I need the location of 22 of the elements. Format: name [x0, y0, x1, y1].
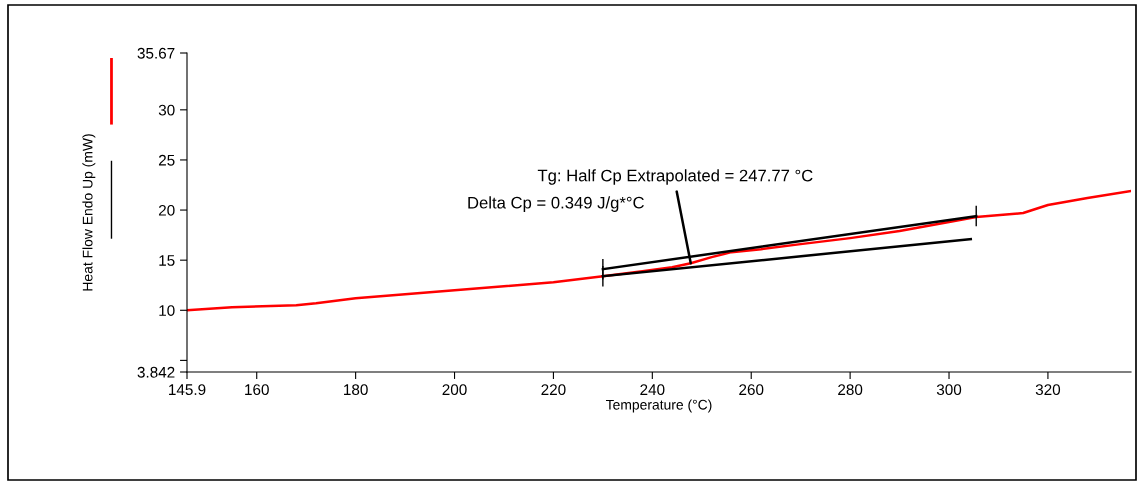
- x-axis-title: Temperature (°C): [605, 399, 712, 413]
- y-tick-label: 25: [158, 154, 175, 166]
- x-tick-label: 300: [936, 384, 962, 396]
- x-tick-label: 200: [442, 384, 467, 396]
- x-tick-label: 160: [245, 384, 269, 396]
- y-tick-label: 35.67: [137, 47, 175, 59]
- annotation: Tg: Half Cp Extrapolated = 247.77 °C: [537, 169, 813, 185]
- y-tick-label: 30: [158, 104, 175, 116]
- x-tick-label: 220: [541, 384, 566, 396]
- x-tick-label: 240: [640, 384, 665, 396]
- x-tick-label: 180: [344, 384, 368, 396]
- annotation: Delta Cp = 0.349 J/g*°C: [468, 196, 644, 212]
- x-tick-label: 145.9: [169, 384, 206, 396]
- x-tick-label: 320: [1035, 384, 1061, 396]
- y-axis-title: Heat Flow Endo Up (mW): [82, 134, 96, 291]
- line-series: [187, 189, 1131, 312]
- y-tick-label: 10: [159, 305, 175, 316]
- x-tick-label: 280: [838, 384, 863, 396]
- y-tick-label: 20: [158, 204, 175, 216]
- y-tick-label: 3.842: [137, 366, 175, 378]
- x-tick-label: 260: [739, 384, 764, 396]
- y-tick-label: 15: [159, 255, 175, 266]
